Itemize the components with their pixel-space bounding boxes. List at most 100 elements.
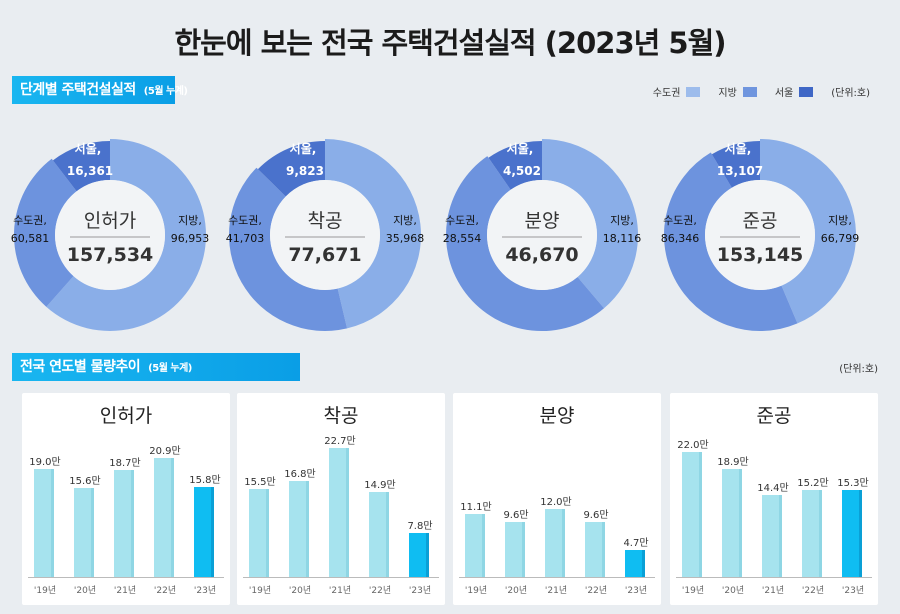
bar-value-label: 7.8만	[407, 520, 433, 532]
section-sub: (5월 누계)	[143, 86, 188, 97]
local-label: 지방,	[610, 214, 634, 227]
donut-total: 77,671	[288, 244, 361, 266]
section-sub: (5월 누계)	[148, 363, 192, 374]
seoul-value: 13,107	[717, 164, 763, 178]
section-label: 단계별 주택건설실적	[20, 82, 136, 98]
local-label: 지방,	[393, 214, 417, 227]
slice-capital	[664, 152, 798, 331]
bar	[369, 492, 389, 577]
bar-value-label: 12.0만	[540, 496, 572, 508]
bar-value-label: 14.9만	[364, 480, 396, 492]
capital-value: 86,346	[661, 232, 700, 245]
slice-local	[542, 139, 638, 309]
bar-value-label: 15.2만	[797, 478, 829, 490]
bar	[409, 532, 429, 577]
seoul-label: 서울,	[725, 141, 752, 156]
bar-chart-title: 착공	[323, 405, 359, 427]
x-tick-label: '19년	[248, 586, 272, 596]
local-label: 지방,	[178, 214, 202, 227]
bar-chart-title: 준공	[756, 405, 792, 427]
x-tick-label: '19년	[33, 586, 57, 596]
donut-title: 분양	[525, 210, 560, 232]
x-axis	[459, 577, 655, 578]
bar	[74, 488, 94, 577]
x-tick-label: '21년	[761, 586, 785, 596]
bar-value-label: 22.0만	[677, 439, 709, 451]
legend-unit: (단위:호)	[831, 88, 870, 99]
bar-panel-2: 분양 11.1만 '19년 9.6만 '20년 12.0만 '21년 9.6만 '22년 4.7만…	[453, 393, 661, 605]
seoul-label: 서울,	[507, 141, 534, 156]
legend-swatch-capital	[686, 86, 701, 97]
bar-value-label: 19.0만	[29, 456, 61, 468]
local-value: 66,799	[821, 232, 860, 245]
x-tick-label: '21년	[113, 586, 137, 596]
bar	[34, 468, 54, 577]
x-tick-label: '22년	[801, 586, 825, 596]
legend-swatch-seoul	[799, 86, 814, 97]
bar	[762, 494, 782, 577]
bar-panel-1: 착공 15.5만 '19년 16.8만 '20년 22.7만 '21년 14.9만 '22년 7.…	[237, 393, 445, 605]
donut-center	[55, 180, 165, 290]
seoul-value: 9,823	[286, 164, 324, 178]
bar-value-label: 14.4만	[757, 482, 789, 494]
bar-value-label: 4.7만	[623, 538, 649, 550]
x-tick-label: '20년	[73, 586, 97, 596]
slice-seoul	[257, 141, 325, 197]
slice-capital	[229, 167, 348, 331]
slice-seoul	[52, 141, 110, 192]
bar	[625, 550, 645, 577]
bar-value-label: 22.7만	[324, 435, 356, 447]
capital-label: 수도권,	[445, 214, 479, 227]
local-label: 지방,	[828, 214, 852, 227]
bar-value-label: 20.9만	[149, 445, 181, 457]
capital-value: 41,703	[226, 232, 265, 245]
bar-chart-title: 인허가	[99, 405, 153, 427]
slice-local	[325, 139, 422, 329]
unit-label: (단위:호)	[839, 364, 878, 375]
donut-3: 준공 153,145 서울, 13,107 수도권, 86,346 지방, 66,799	[661, 139, 860, 331]
x-tick-label: '22년	[368, 586, 392, 596]
capital-label: 수도권,	[663, 214, 697, 227]
legend-label: 서울	[774, 88, 794, 99]
slice-seoul	[488, 141, 542, 190]
capital-value: 60,581	[11, 232, 50, 245]
bar	[722, 469, 742, 577]
bar	[585, 522, 605, 577]
x-tick-label: '21년	[544, 586, 568, 596]
donut-charts: 인허가 157,534 서울, 16,361 수도권, 60,581 지방, 96,953 착공…	[11, 139, 860, 332]
x-tick-label: '23년	[624, 586, 648, 596]
donut-total: 153,145	[717, 244, 804, 266]
slice-capital	[445, 156, 605, 332]
local-value: 18,116	[603, 232, 642, 245]
local-value: 35,968	[386, 232, 425, 245]
x-tick-label: '20년	[504, 586, 528, 596]
bar-value-label: 15.5만	[244, 476, 276, 488]
bar	[842, 489, 862, 577]
seoul-value: 4,502	[503, 164, 541, 178]
capital-label: 수도권,	[228, 214, 262, 227]
donut-total: 157,534	[67, 244, 154, 266]
bar	[289, 481, 309, 577]
donut-0: 인허가 157,534 서울, 16,361 수도권, 60,581 지방, 96,953	[11, 139, 209, 331]
donut-title: 인허가	[84, 210, 136, 232]
x-axis	[676, 577, 872, 578]
bar	[802, 490, 822, 577]
section-header-yearly: 전국 연도별 물량추이 (5월 누계)	[12, 353, 300, 381]
page-title: 한눈에 보는 전국 주택건설실적 (2023년 5월)	[174, 26, 726, 60]
donut-title: 착공	[308, 210, 343, 232]
x-axis	[243, 577, 439, 578]
bar-value-label: 9.6만	[503, 510, 529, 522]
bar	[249, 488, 269, 577]
bar	[154, 457, 174, 577]
bar-chart-title: 분양	[539, 405, 575, 427]
bar-value-label: 15.6만	[69, 476, 101, 488]
x-tick-label: '23년	[841, 586, 865, 596]
donut-total: 46,670	[505, 244, 578, 266]
donut-center	[270, 180, 380, 290]
legend-swatch-local	[742, 86, 757, 97]
slice-capital	[13, 158, 77, 307]
legend: 수도권 지방 서울 (단위:호)	[653, 84, 870, 99]
capital-label: 수도권,	[13, 214, 47, 227]
donut-center	[705, 180, 815, 290]
bar-value-label: 16.8만	[284, 469, 316, 481]
